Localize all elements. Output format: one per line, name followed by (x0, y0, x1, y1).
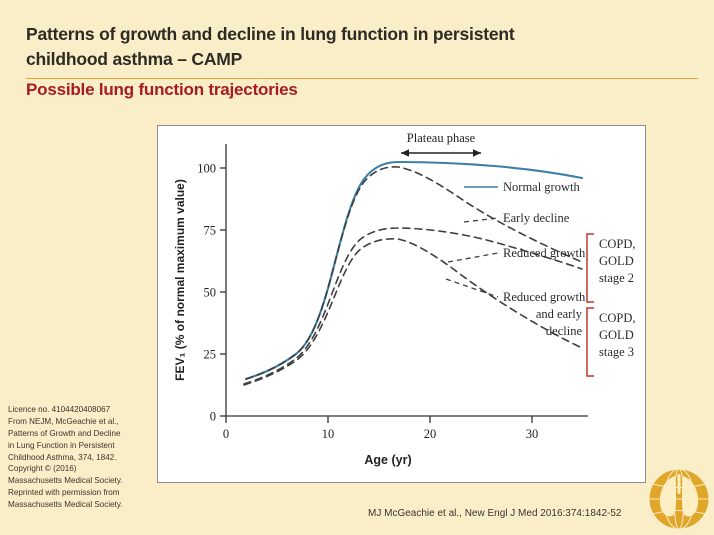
licence-line-4: in Lung Function in Persistent (8, 440, 115, 450)
curve-label-normal-growth: Normal growth (503, 180, 580, 194)
licence-line-6: Copyright © (2016) (8, 464, 77, 474)
copd-gold-stage-3-label: COPD, GOLD stage 3 (599, 311, 635, 359)
x-axis-ticks (225, 416, 533, 423)
licence-line-9: Massachusetts Medical Society. (8, 500, 123, 510)
curve-label-decline: decline (546, 324, 583, 338)
curve-label-reduced-growth: Reduced growth (503, 246, 586, 260)
y-axis-ticks (220, 167, 226, 417)
y-tick-75: 75 (204, 224, 217, 238)
leader-reduced-growth (447, 252, 499, 263)
plateau-arrow-head-left (401, 149, 409, 157)
curve-label-reduced-growth-2: Reduced growth (503, 290, 586, 304)
x-tick-20: 20 (424, 427, 437, 441)
y-tick-25: 25 (204, 348, 217, 362)
logo-lung-right (682, 476, 699, 517)
y-tick-100: 100 (197, 162, 216, 176)
plateau-phase-label: Plateau phase (407, 131, 476, 145)
y-tick-50: 50 (204, 286, 217, 300)
y-axis-tick-labels: 100 75 50 25 0 (197, 162, 216, 424)
curve-reduced-growth-early-decline (243, 238, 583, 386)
svg-text:GOLD: GOLD (599, 254, 634, 268)
bracket-copd-gold-stage-3 (586, 307, 594, 377)
title-divider (26, 78, 698, 79)
curve-early-decline (245, 166, 583, 380)
curve-label-early-decline: Early decline (503, 211, 570, 225)
licence-line-7: Massachusetts Medical Society. (8, 476, 123, 486)
curve-normal-growth (244, 160, 584, 381)
y-tick-0: 0 (210, 410, 216, 424)
y-axis-title: FEV₁ (% of normal maximum value) (173, 179, 187, 381)
licence-line-8: Reprinted with permission from (8, 488, 120, 498)
logo-lung-left (659, 476, 676, 517)
leader-early-decline (463, 217, 499, 223)
plateau-arrow-head-right (473, 149, 481, 157)
slide-header: Patterns of growth and decline in lung f… (0, 0, 714, 110)
x-tick-0: 0 (223, 427, 229, 441)
title-line-2: childhood asthma – CAMP (26, 48, 243, 69)
page-title: Patterns of growth and decline in lung f… (26, 22, 666, 72)
licence-line-2: From NEJM, McGeachie et al., (8, 416, 119, 426)
page-subtitle: Possible lung function trajectories (26, 80, 298, 99)
svg-text:stage 2: stage 2 (599, 271, 634, 285)
globe-lung-logo (648, 468, 710, 530)
svg-text:stage 3: stage 3 (599, 345, 634, 359)
source-citation: MJ McGeachie et al., New Engl J Med 2016… (368, 508, 622, 519)
licence-line-3: Patterns of Growth and Decline (8, 428, 121, 438)
svg-text:COPD,: COPD, (599, 237, 635, 251)
figure-panel: 100 75 50 25 0 0 10 20 30 Age (yr) FEV₁ … (157, 125, 646, 483)
plateau-phase-annotation: Plateau phase (401, 131, 481, 157)
bracket-copd-gold-stage-2 (586, 233, 594, 303)
licence-block: Licence no. 4104420408067 From NEJM, McG… (8, 404, 153, 511)
x-tick-30: 30 (526, 427, 539, 441)
svg-text:COPD,: COPD, (599, 311, 635, 325)
curve-label-and-early: and early (536, 307, 583, 321)
logo-trachea (677, 474, 681, 494)
licence-line-1: Licence no. 4104420408067 (8, 405, 111, 414)
leader-reduced-growth-early-decline (445, 278, 499, 298)
lung-function-trajectory-chart: 100 75 50 25 0 0 10 20 30 Age (yr) FEV₁ … (173, 131, 635, 467)
svg-text:GOLD: GOLD (599, 328, 634, 342)
licence-line-5: Childhood Asthma, 374, 1842. (8, 452, 117, 462)
curve-reduced-growth (243, 227, 583, 385)
x-axis-tick-labels: 0 10 20 30 (223, 427, 538, 441)
x-axis-title: Age (yr) (364, 453, 411, 467)
title-line-1: Patterns of growth and decline in lung f… (26, 24, 515, 44)
x-tick-10: 10 (322, 427, 335, 441)
copd-gold-stage-2-label: COPD, GOLD stage 2 (599, 237, 635, 285)
